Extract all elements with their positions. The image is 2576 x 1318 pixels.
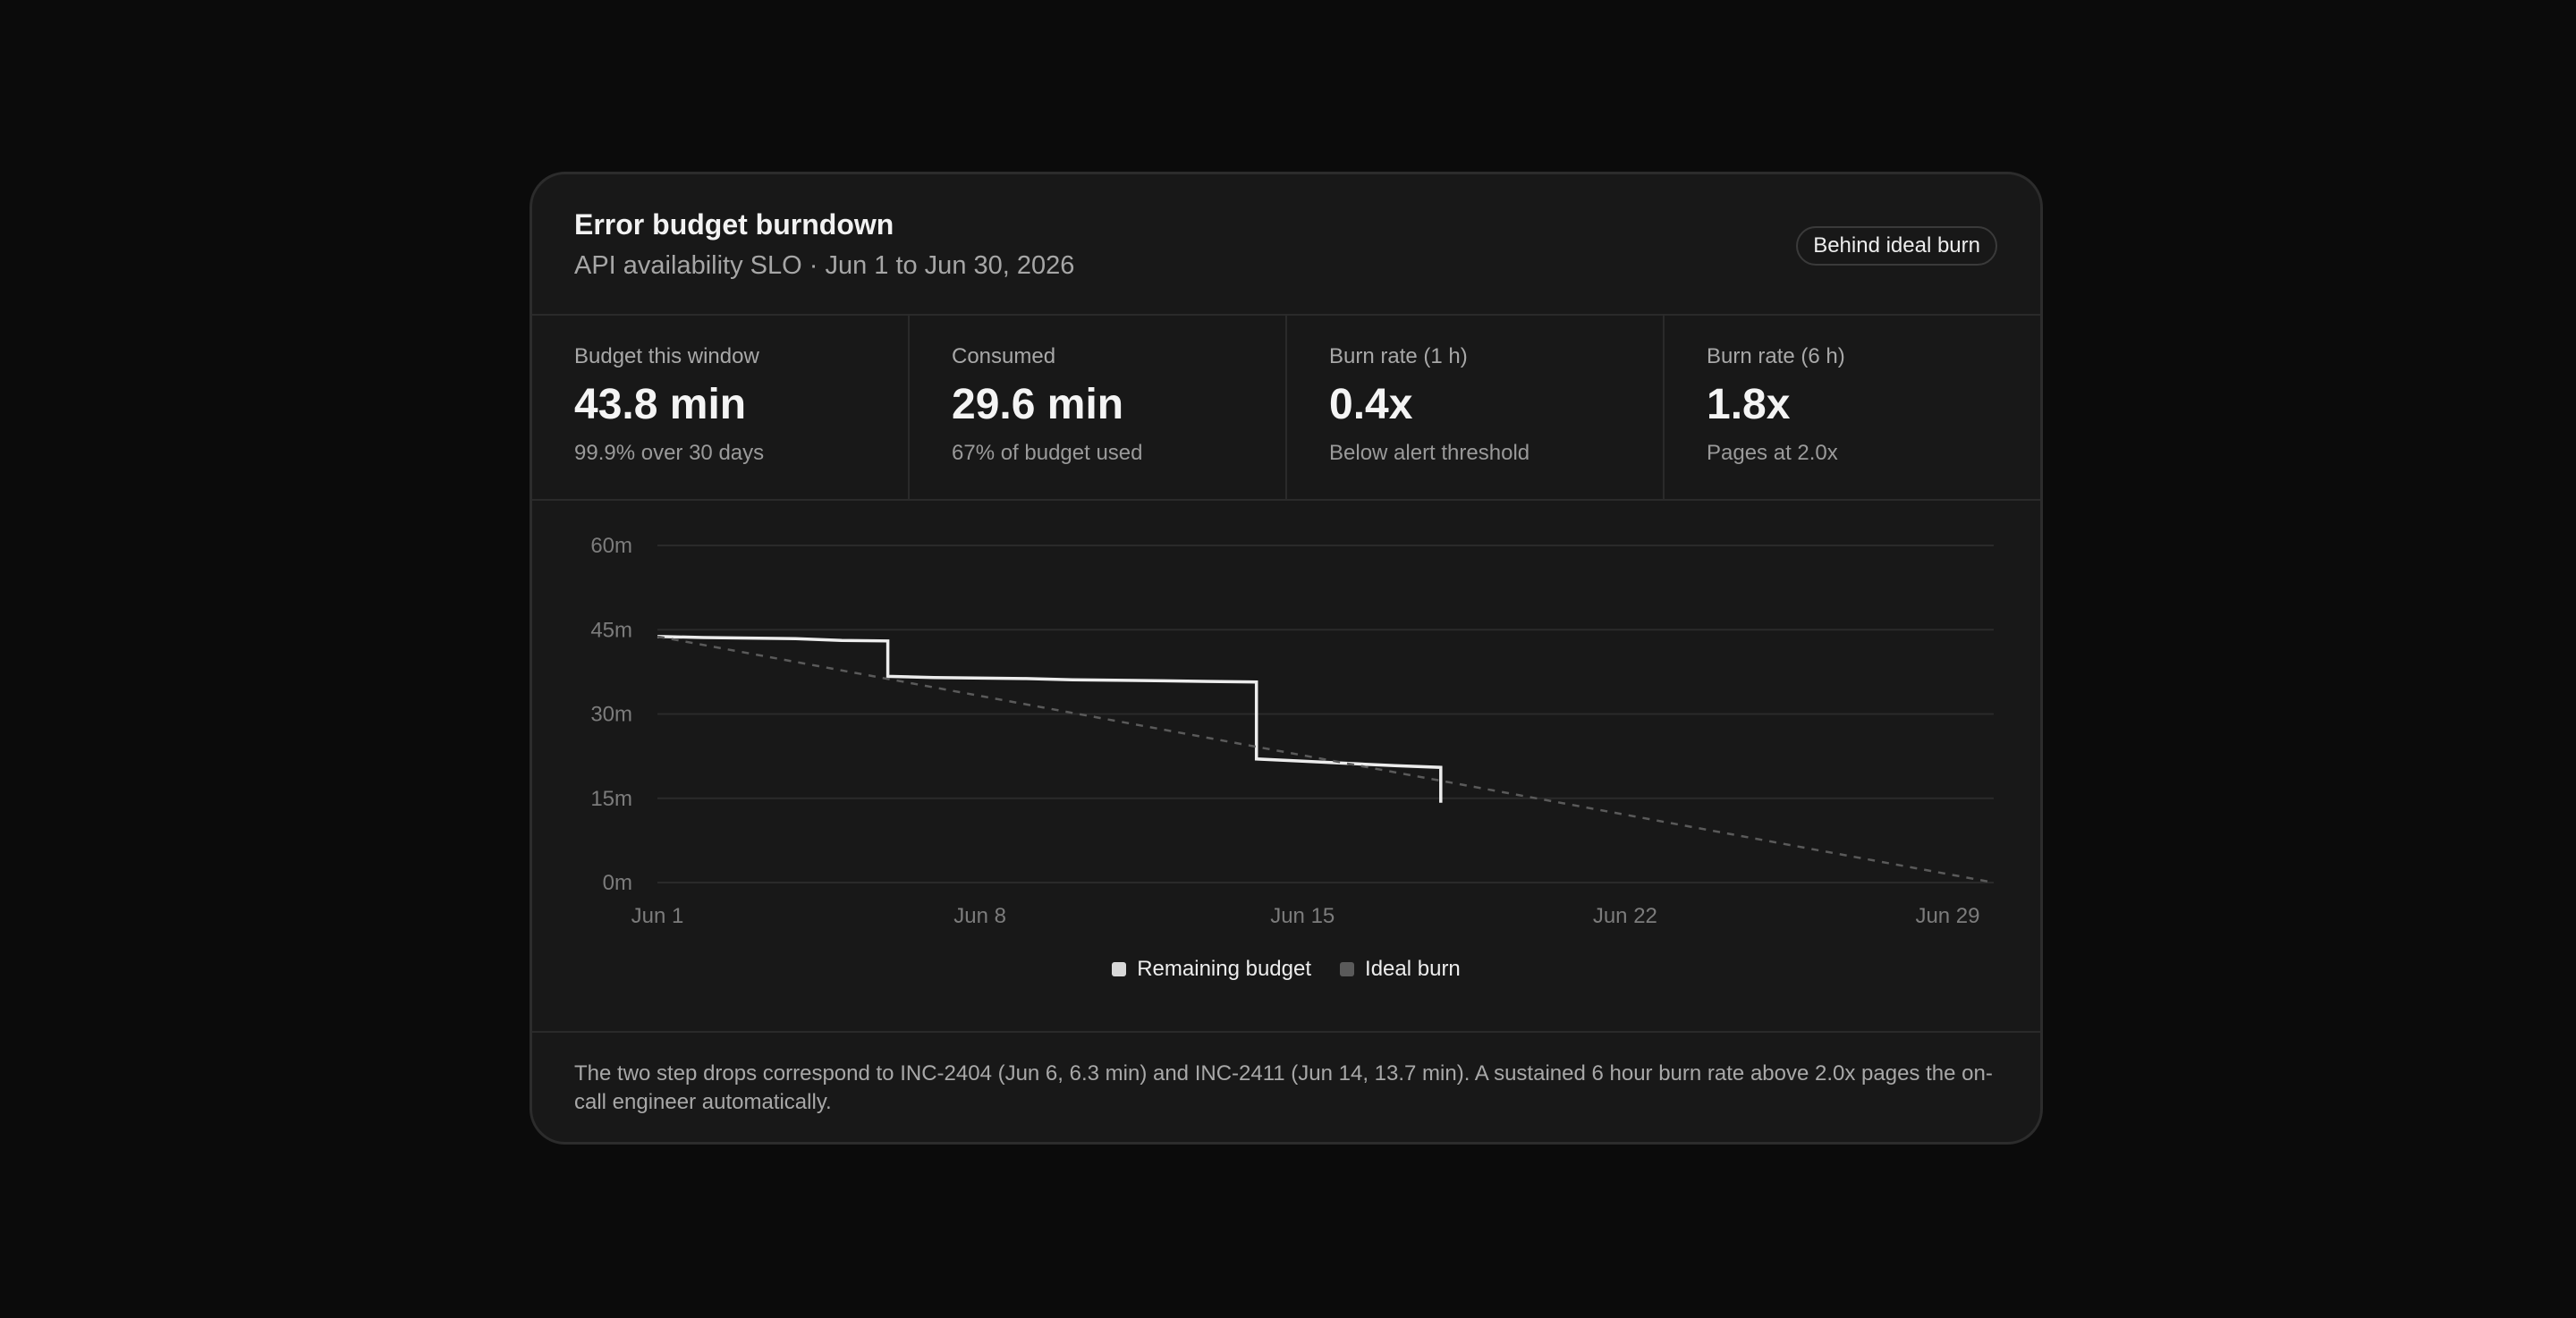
card-subtitle: API availability SLO · Jun 1 to Jun 30, …: [574, 251, 1075, 280]
stat-value: 0.4x: [1329, 381, 1413, 428]
card-title: Error budget burndown: [574, 208, 894, 241]
stat-consumed: Consumed 29.6 min 67% of budget used: [910, 316, 1287, 499]
legend-item-ideal: Ideal burn: [1340, 957, 1461, 982]
stat-sub: 67% of budget used: [952, 441, 1143, 465]
x-tick-label: Jun 1: [631, 904, 684, 928]
stats-row: Budget this window 43.8 min 99.9% over 3…: [532, 316, 2040, 501]
stat-sub: Pages at 2.0x: [1707, 441, 1838, 465]
x-tick-label: Jun 29: [1915, 904, 1979, 928]
status-badge: Behind ideal burn: [1796, 226, 1997, 266]
stat-label: Burn rate (6 h): [1707, 344, 1845, 368]
legend-label-ideal: Ideal burn: [1365, 957, 1461, 981]
x-tick-label: Jun 22: [1593, 904, 1657, 928]
y-tick-label: 45m: [590, 618, 632, 642]
chart-area: 0m 15m 30m 45m 60m Jun 1 Jun 8 Jun 15 Jun 22 Jun …: [532, 501, 2040, 1033]
stat-sub: 99.9% over 30 days: [574, 441, 765, 465]
card-header: Error budget burndown API availability S…: [532, 174, 2040, 316]
footer-note: The two step drops correspond to INC-240…: [574, 1061, 1993, 1114]
stat-label: Budget this window: [574, 344, 759, 368]
stat-budget: Budget this window 43.8 min 99.9% over 3…: [532, 316, 910, 499]
x-tick-label: Jun 8: [953, 904, 1006, 928]
stat-label: Consumed: [952, 344, 1056, 368]
stat-burn-1h: Burn rate (1 h) 0.4x Below alert thresho…: [1287, 316, 1665, 499]
legend-swatch-ideal: [1340, 962, 1355, 976]
y-tick-label: 60m: [590, 534, 632, 558]
legend-item-remaining: Remaining budget: [1112, 957, 1311, 982]
stat-sub: Below alert threshold: [1329, 441, 1530, 465]
stat-value: 29.6 min: [952, 381, 1124, 428]
y-tick-label: 30m: [590, 703, 632, 727]
chart-legend: Remaining budget Ideal burn: [532, 957, 2040, 982]
burndown-card: Error budget burndown API availability S…: [530, 172, 2043, 1145]
stat-label: Burn rate (1 h): [1329, 344, 1468, 368]
stat-value: 43.8 min: [574, 381, 747, 428]
series-line-ideal-burn: [657, 635, 1995, 884]
legend-swatch-remaining: [1112, 962, 1127, 976]
series-line-remaining-budget: [657, 635, 1443, 803]
y-tick-label: 15m: [590, 787, 632, 811]
x-tick-label: Jun 15: [1270, 904, 1335, 928]
stat-value: 1.8x: [1707, 381, 1791, 428]
legend-label-remaining: Remaining budget: [1137, 957, 1312, 981]
stat-burn-6h: Burn rate (6 h) 1.8x Pages at 2.0x: [1665, 316, 2040, 499]
y-tick-label: 0m: [603, 871, 632, 895]
burndown-chart: 0m 15m 30m 45m 60m Jun 1 Jun 8 Jun 15 Jun 22 Jun …: [590, 534, 1995, 928]
